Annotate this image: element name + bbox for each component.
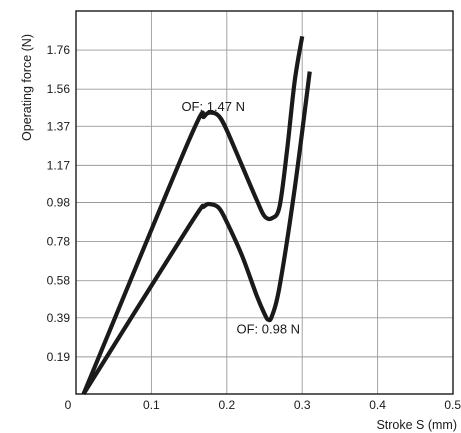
annotation-label: OF: 1.47 N: [181, 99, 245, 114]
plot-frame: [75, 10, 454, 395]
grid: [76, 11, 453, 394]
y-tick-label: 0.39: [47, 311, 71, 325]
x-tick-label: 0: [65, 398, 72, 412]
series-group: [81, 36, 312, 396]
y-tick-label: 1.17: [47, 158, 71, 172]
x-tick-label: 0.1: [143, 398, 160, 412]
series-line-2: [81, 71, 312, 396]
x-tick-label: 0.2: [218, 398, 235, 412]
y-tick-labels: 0.19 0.39 0.58 0.78 0.98 1.17 1.37 1.56 1.76: [47, 43, 71, 364]
y-tick-label: 1.37: [47, 119, 71, 133]
y-axis-label: Operating force (N): [20, 34, 34, 141]
annotations: OF: 1.47 N OF: 0.98 N: [181, 99, 300, 337]
y-tick-label: 0.58: [47, 274, 71, 288]
x-tick-label: 0.5: [444, 398, 461, 412]
x-tick-labels: 0 0.1 0.2 0.3 0.4 0.5: [65, 398, 461, 412]
x-axis-label: Stroke S (mm): [376, 418, 457, 432]
series-line-1: [81, 36, 305, 395]
x-tick-label: 0.4: [369, 398, 386, 412]
y-tick-label: 0.98: [47, 196, 71, 210]
y-tick-label: 1.56: [47, 82, 71, 96]
y-tick-label: 0.78: [47, 235, 71, 249]
y-tick-label: 0.19: [47, 350, 71, 364]
annotation-label: OF: 0.98 N: [236, 322, 300, 337]
y-tick-label: 1.76: [47, 43, 71, 57]
x-tick-label: 0.3: [294, 398, 311, 412]
